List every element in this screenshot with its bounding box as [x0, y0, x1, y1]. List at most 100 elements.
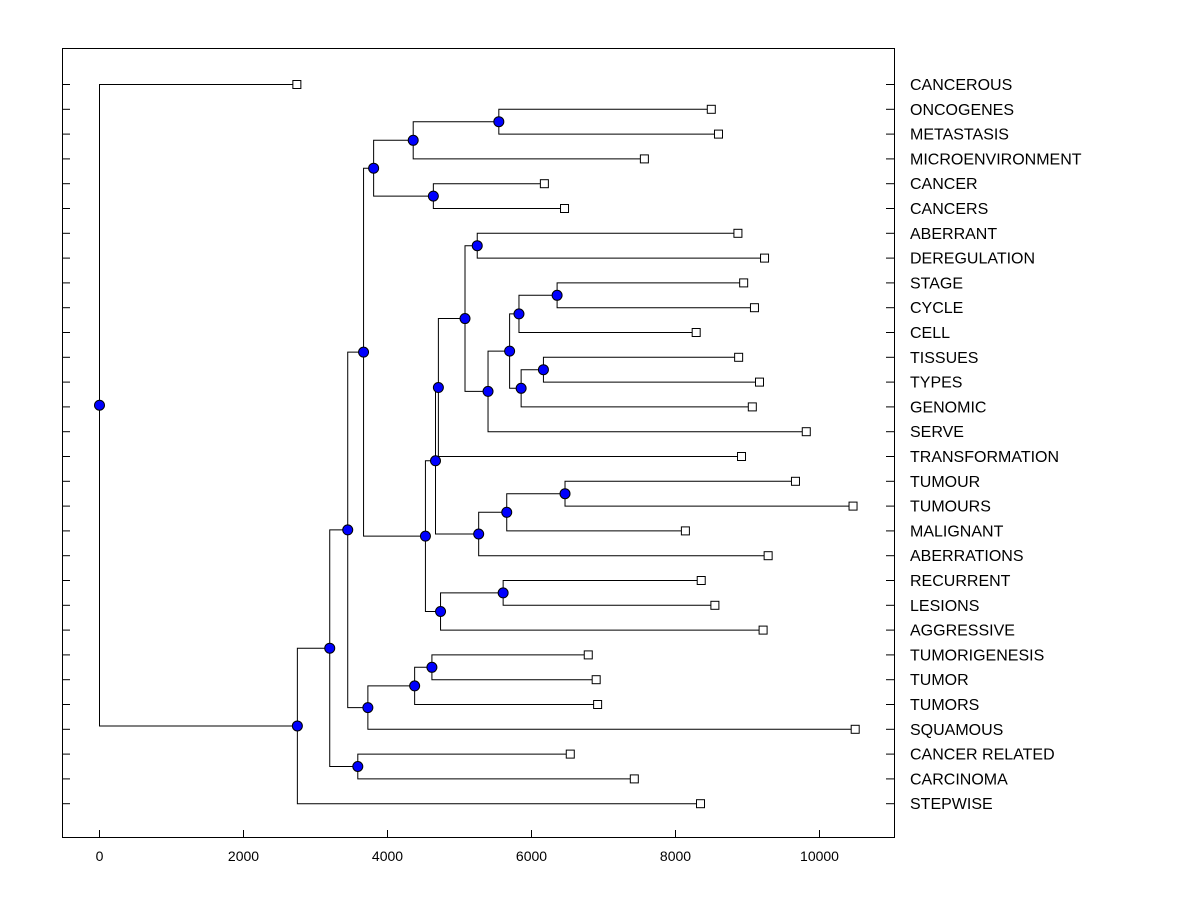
leaf-marker — [733, 228, 743, 238]
leaf-marker — [591, 675, 601, 685]
leaf-label: LESIONS — [910, 598, 979, 615]
dendrogram-branch — [412, 121, 645, 160]
merge-node — [537, 364, 549, 376]
leaf-marker — [710, 600, 720, 610]
leaf-label: STAGE — [910, 275, 963, 292]
leaf-marker — [680, 526, 690, 536]
merge-node — [342, 524, 354, 536]
leaf-label: MICROENVIRONMENT — [910, 151, 1082, 168]
dendrogram-branch — [564, 480, 854, 507]
dendrogram-branch — [478, 511, 769, 557]
leaf-label: TYPES — [910, 375, 962, 392]
leaf-marker — [593, 700, 603, 709]
leaf-label: CANCEROUS — [910, 77, 1012, 94]
leaf-label: TUMOURS — [910, 499, 991, 516]
leaf-label: GENOMIC — [910, 399, 986, 416]
dendrogram-branch — [437, 318, 742, 457]
leaf-label: ONCOGENES — [910, 102, 1014, 119]
leaf-label: MALIGNANT — [910, 523, 1004, 540]
leaf-marker — [848, 501, 858, 511]
merge-node — [501, 506, 513, 518]
merge-node — [493, 116, 505, 128]
x-tick-label: 8000 — [660, 848, 691, 864]
leaf-marker — [850, 724, 860, 734]
dendrogram-branch — [487, 350, 807, 433]
leaf-marker — [763, 551, 773, 561]
merge-node — [515, 382, 527, 394]
merge-node — [407, 134, 419, 146]
dendrogram-branch — [296, 647, 701, 805]
dendrogram-branch — [431, 654, 597, 681]
leaf-label: TUMORS — [910, 697, 979, 714]
dendrogram-branch — [435, 387, 479, 535]
dendrogram-branch — [556, 282, 755, 309]
leaf-label: DEREGULATION — [910, 251, 1035, 268]
leaf-marker — [737, 452, 747, 461]
leaf-marker — [565, 749, 575, 759]
merge-node — [419, 530, 431, 542]
leaf-label: CARCINOMA — [910, 771, 1008, 788]
leaf-marker — [739, 278, 749, 288]
merge-node — [497, 587, 509, 599]
right-axis-ticks — [886, 84, 894, 805]
x-axis-tick-labels: 0 2000 4000 6000 8000 10000 — [96, 848, 840, 864]
leaf-label: CANCERS — [910, 201, 988, 218]
leaf-label: TUMOR — [910, 672, 969, 689]
leaf-label: STEPWISE — [910, 796, 993, 813]
leaf-label: TISSUES — [910, 350, 978, 367]
x-tick-label: 0 — [96, 848, 104, 864]
x-tick-label: 2000 — [228, 848, 259, 864]
leaf-marker — [755, 377, 765, 387]
merge-node — [551, 289, 563, 301]
leaf-marker — [801, 427, 811, 437]
leaf-marker — [760, 253, 770, 263]
x-tick-label: 4000 — [372, 848, 403, 864]
x-axis-ticks — [99, 830, 820, 837]
merge-node — [426, 661, 438, 673]
merge-node — [427, 190, 439, 202]
merge-node — [559, 488, 571, 500]
merge-node — [94, 399, 105, 411]
merge-node — [513, 308, 525, 320]
merge-node — [352, 761, 364, 772]
leaf-labels: CANCEROUS ONCOGENES METASTASIS MICROENVIRON… — [910, 77, 1082, 813]
leaf-label: RECURRENT — [910, 573, 1011, 590]
leaf-marker — [696, 576, 706, 585]
merge-node — [324, 642, 336, 654]
merge-node — [432, 382, 444, 394]
merge-node — [362, 702, 374, 714]
merge-node — [368, 162, 380, 174]
leaf-label: SERVE — [910, 424, 964, 441]
leaf-label: METASTASIS — [910, 127, 1009, 144]
leaf-marker — [734, 352, 744, 362]
leaf-markers — [292, 80, 860, 809]
dendrogram-branch — [502, 580, 715, 606]
leaf-label: ABERRANT — [910, 226, 997, 243]
x-tick-label: 6000 — [516, 848, 547, 864]
merge-nodes — [94, 116, 571, 772]
leaf-label: CELL — [910, 325, 950, 342]
merge-node — [430, 455, 442, 467]
leaf-marker — [696, 799, 706, 809]
leaf-marker — [560, 204, 570, 213]
merge-node — [291, 720, 303, 732]
leaf-marker — [639, 154, 649, 164]
leaf-marker — [583, 650, 593, 660]
dendrogram-branch — [363, 167, 425, 537]
dendrogram-branch — [518, 294, 697, 333]
leaf-marker — [758, 625, 768, 635]
dendrogram-branch — [440, 592, 764, 631]
merge-node — [435, 606, 447, 617]
leaf-label: CANCER RELATED — [910, 747, 1055, 764]
leaf-marker — [292, 80, 302, 89]
leaf-marker — [749, 303, 759, 313]
merge-node — [473, 528, 485, 540]
leaf-marker — [691, 328, 701, 337]
leaf-marker — [713, 129, 723, 139]
leaf-label: CYCLE — [910, 300, 963, 317]
left-axis-ticks — [62, 84, 70, 805]
merge-node — [358, 346, 370, 358]
dendrogram-branch — [476, 232, 765, 259]
leaf-marker — [706, 104, 716, 114]
